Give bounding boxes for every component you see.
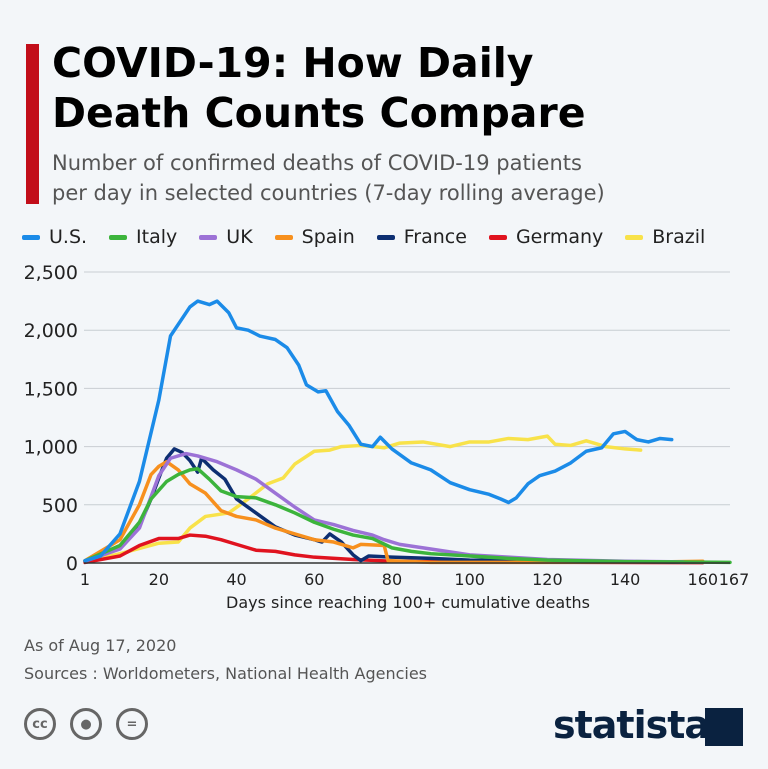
- title-accent-bar: [26, 44, 39, 204]
- chart-subtitle: Number of confirmed deaths of COVID-19 p…: [52, 148, 752, 208]
- legend-label: U.S.: [49, 226, 88, 248]
- y-tick-label: 0: [66, 553, 78, 575]
- chart-title: COVID-19: How Daily Death Counts Compare: [52, 38, 752, 138]
- no-derivatives-icon: =: [116, 708, 148, 740]
- series-line-france: [83, 447, 705, 564]
- series-line-us: [83, 299, 674, 563]
- x-tick-label: 20: [149, 570, 169, 589]
- y-tick-label: 2,500: [24, 262, 78, 284]
- legend-item: Spain: [274, 226, 355, 248]
- legend: U.S. Italy UK Spain France Germany Brazil: [22, 226, 727, 248]
- legend-swatch: [376, 234, 395, 240]
- y-tick-label: 500: [42, 495, 78, 517]
- subtitle-line-1: Number of confirmed deaths of COVID-19 p…: [52, 151, 582, 175]
- x-tick-label: 160: [688, 570, 719, 589]
- legend-swatch: [274, 234, 293, 240]
- as-of-date: As of Aug 17, 2020: [24, 636, 177, 655]
- legend-swatch: [109, 234, 128, 240]
- legend-item: Italy: [109, 226, 177, 248]
- y-tick-label: 1,000: [24, 437, 78, 459]
- x-tick-label: 140: [610, 570, 641, 589]
- x-tick-label: 1: [80, 570, 90, 589]
- x-tick-label: 167: [719, 570, 750, 589]
- legend-label: Spain: [301, 226, 355, 248]
- y-tick-label: 1,500: [24, 378, 78, 400]
- legend-label: Brazil: [652, 226, 706, 248]
- x-tick-label: 60: [304, 570, 324, 589]
- series-line-spain: [83, 459, 705, 565]
- legend-swatch: [22, 234, 40, 240]
- legend-item: U.S.: [22, 226, 87, 248]
- legend-label: France: [403, 226, 467, 248]
- y-tick-label: 2,000: [24, 320, 78, 342]
- legend-label: Italy: [136, 226, 178, 248]
- legend-swatch: [199, 234, 218, 240]
- x-tick-label: 40: [226, 570, 246, 589]
- legend-item: Brazil: [625, 226, 705, 248]
- legend-item: France: [376, 226, 467, 248]
- title-line-2: Death Counts Compare: [52, 89, 586, 137]
- statista-logo: statista: [553, 703, 710, 747]
- x-tick-label: 100: [454, 570, 485, 589]
- legend-label: UK: [226, 226, 253, 248]
- title-line-1: COVID-19: How Daily: [52, 39, 534, 87]
- attribution-icon: ●: [70, 708, 102, 740]
- legend-swatch: [625, 234, 644, 240]
- cc-icon: cc: [24, 708, 56, 740]
- x-tick-label: 80: [382, 570, 402, 589]
- x-tick-label: 120: [532, 570, 563, 589]
- statista-logo-mark: [705, 708, 743, 746]
- legend-item: Germany: [488, 226, 604, 248]
- sources: Sources : Worldometers, National Health …: [24, 664, 428, 683]
- subtitle-line-2: per day in selected countries (7-day rol…: [52, 181, 605, 205]
- series-line-italy: [83, 466, 732, 565]
- legend-label: Germany: [515, 226, 604, 248]
- legend-swatch: [488, 234, 507, 240]
- legend-item: UK: [199, 226, 253, 248]
- x-axis-label: Days since reaching 100+ cumulative deat…: [226, 593, 590, 612]
